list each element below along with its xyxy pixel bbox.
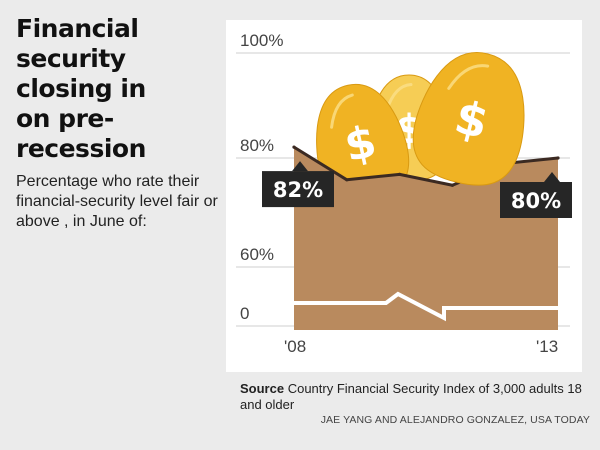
title-line: Financial <box>16 14 139 43</box>
source-note: Source Country Financial Security Index … <box>240 381 590 413</box>
egg-icon: $ <box>412 52 525 186</box>
callout-label: 80% <box>511 189 561 213</box>
x-axis-tick-labels: '08 '13 <box>284 337 558 356</box>
area-fill <box>294 147 558 330</box>
data-point <box>450 183 454 187</box>
egg-illustration-front: $ <box>412 52 525 186</box>
credit-line: JAE YANG AND ALEJANDRO GONZALEZ, USA TOD… <box>320 414 590 426</box>
source-text: Country Financial Security Index of 3,00… <box>240 381 582 412</box>
title-line: security <box>16 44 126 73</box>
egg-shape <box>412 52 525 186</box>
callout-82-pct: 82% <box>262 161 334 208</box>
data-point <box>292 145 296 149</box>
callout-box <box>262 171 334 208</box>
callouts: 82% 80% <box>262 161 572 218</box>
callout-label: 82% <box>273 178 323 202</box>
y-axis-tick-labels: 100% 80% 60% 0 <box>240 31 283 323</box>
callout-pointer <box>292 161 308 172</box>
y-tick-label: 100% <box>240 31 283 50</box>
egg-icon: $ <box>316 84 410 202</box>
axis-break-mark <box>294 291 558 322</box>
title-line: on pre- <box>16 104 114 133</box>
area-chart: 100%80%60%0 $$ $ 82% 80% '08'13 <box>236 31 572 356</box>
title-line: recession <box>16 134 146 163</box>
egg-highlight <box>447 64 490 90</box>
x-tick-label: '13 <box>536 337 558 356</box>
y-tick-label: 80% <box>240 136 274 155</box>
x-tick-label: '08 <box>284 337 306 356</box>
chart-subtitle: Percentage who rate their financial-secu… <box>16 173 218 230</box>
axis-break <box>294 291 558 322</box>
data-point <box>345 178 349 182</box>
data-point <box>398 172 402 176</box>
title-line: closing in <box>16 74 146 103</box>
callout-80-pct: 80% <box>500 172 572 218</box>
y-tick-label: 60% <box>240 245 274 264</box>
callout-box <box>500 182 572 218</box>
callout-pointer <box>544 172 560 182</box>
y-tick-label: 0 <box>240 304 249 323</box>
egg-highlight <box>330 93 354 129</box>
chart-title: Financial security closing in on pre- re… <box>16 14 221 164</box>
source-label: Source <box>240 381 285 396</box>
data-point <box>556 156 560 160</box>
chart-panel: 100% 80% 60% 0 $ $ $ 82% 80% '08'13 <box>226 20 582 372</box>
